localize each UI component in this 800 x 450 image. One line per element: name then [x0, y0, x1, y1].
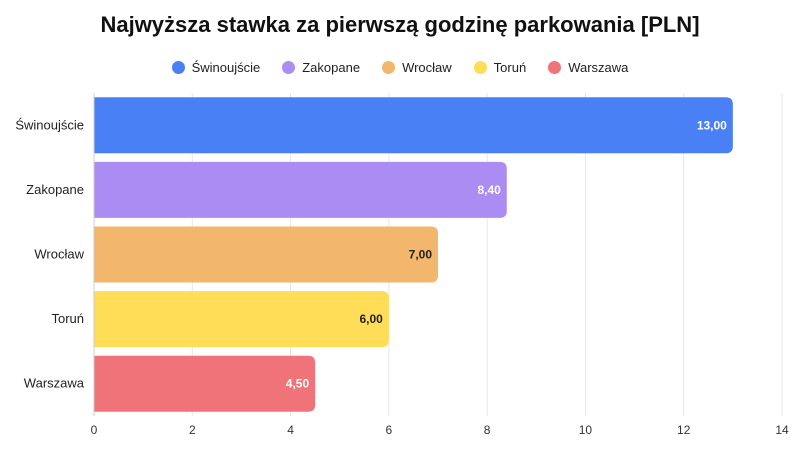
data-label: 8,40: [477, 183, 501, 197]
y-tick-label: Toruń: [51, 311, 84, 326]
legend-item: Zakopane: [282, 60, 360, 75]
x-tick-label: 2: [189, 423, 196, 437]
legend-item: Wrocław: [382, 60, 452, 75]
chart-legend: Świnoujście Zakopane Wrocław Toruń Warsz…: [0, 60, 800, 75]
data-label: 4,50: [286, 377, 310, 391]
bar: [94, 291, 389, 348]
bar: [94, 355, 316, 412]
x-tick-label: 10: [579, 423, 593, 437]
x-tick-label: 6: [386, 423, 393, 437]
legend-item: Świnoujście: [171, 60, 261, 75]
legend-item: Warszawa: [548, 60, 628, 75]
legend-swatch: [382, 61, 396, 74]
y-tick-label: Świnoujście: [15, 117, 84, 132]
chart-title: Najwyższa stawka za pierwszą godzinę par…: [100, 12, 700, 37]
bar: [94, 226, 438, 283]
y-tick-label: Zakopane: [26, 182, 84, 197]
legend-label: Świnoujście: [191, 60, 261, 75]
y-tick-label: Warszawa: [24, 376, 85, 391]
legend-label: Warszawa: [568, 60, 629, 75]
legend-swatch: [473, 61, 487, 74]
y-tick-label: Wrocław: [34, 247, 84, 262]
data-label: 7,00: [409, 248, 433, 262]
x-tick-label: 0: [91, 423, 98, 437]
legend-label: Zakopane: [302, 60, 361, 75]
legend-item: Toruń: [473, 60, 527, 75]
legend-label: Toruń: [493, 60, 527, 75]
data-label: 13,00: [697, 118, 727, 132]
x-tick-label: 4: [287, 423, 294, 437]
bar: [94, 161, 507, 218]
legend-swatch: [171, 61, 185, 74]
bar: [94, 97, 733, 154]
legend-swatch: [282, 61, 296, 74]
x-tick-label: 8: [484, 423, 491, 437]
data-label: 6,00: [359, 312, 383, 326]
x-tick-label: 12: [677, 423, 691, 437]
x-tick-label: 14: [775, 423, 789, 437]
legend-label: Wrocław: [402, 60, 452, 75]
legend-swatch: [548, 61, 562, 74]
